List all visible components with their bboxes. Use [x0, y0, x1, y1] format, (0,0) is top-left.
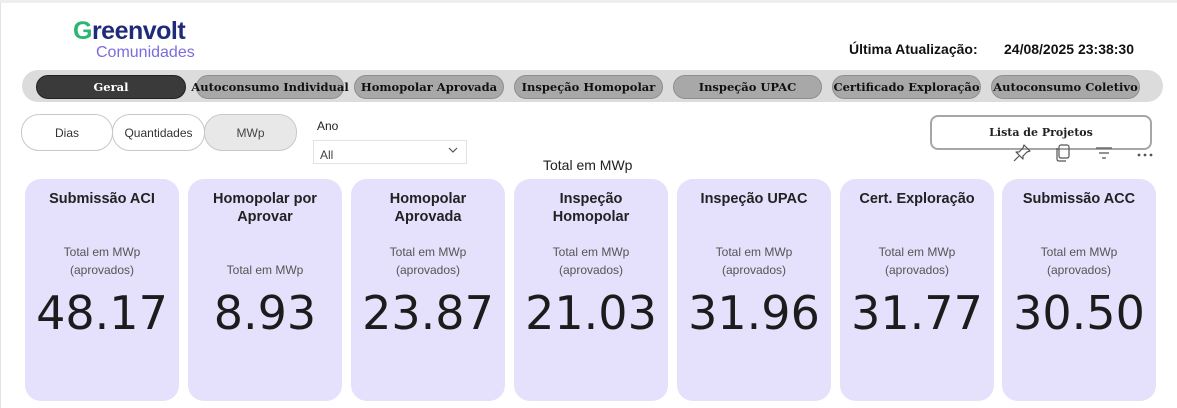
tab-inspecao-homopolar[interactable]: Inspeção Homopolar — [514, 75, 663, 99]
tab-inspecao-upac[interactable]: Inspeção UPAC — [673, 75, 822, 99]
card-subtitle-line2: (aprovados) — [884, 263, 950, 277]
section-title: Total em MWp — [543, 157, 633, 173]
card-subtitle-line1: Total em MWp — [389, 245, 467, 259]
card-value: 48.17 — [36, 286, 168, 340]
toggle-mwp[interactable]: MWp — [204, 114, 297, 151]
card-title: Submissão ACI — [49, 191, 155, 207]
tab-certificado-exploracao[interactable]: Certificado Exploração — [832, 75, 981, 99]
card-value: 21.03 — [525, 286, 657, 340]
card-subtitle-line1: Total em MWp — [715, 245, 793, 259]
card-submissao-aci: Submissão ACI Total em MWp (aprovados) 4… — [25, 179, 179, 401]
card-homopolar-aprovada: Homopolar Aprovada Total em MWp (aprovad… — [351, 179, 505, 401]
pin-icon[interactable] — [1012, 143, 1032, 163]
more-options-icon[interactable] — [1135, 143, 1155, 163]
card-inspecao-homopolar: Inspeção Homopolar Total em MWp (aprovad… — [514, 179, 668, 401]
tab-autoconsumo-coletivo[interactable]: Autoconsumo Coletivo — [991, 75, 1140, 99]
card-subtitle-line2: (aprovados) — [69, 263, 135, 277]
tab-autoconsumo-individual[interactable]: Autoconsumo Individual — [191, 75, 349, 99]
report-canvas: Greenvolt Comunidades Última Atualização… — [0, 3, 1177, 408]
card-submissao-acc: Submissão ACC Total em MWp (aprovados) 3… — [1002, 179, 1156, 401]
copy-icon[interactable] — [1053, 143, 1073, 163]
chevron-down-icon — [448, 147, 458, 153]
greenvolt-logo: Greenvolt Comunidades — [73, 17, 223, 63]
toggle-dias[interactable]: Dias — [21, 114, 113, 151]
year-filter-value: All — [320, 148, 334, 162]
project-list-button[interactable]: Lista de Projetos — [930, 115, 1152, 150]
logo-wordmark: Greenvolt — [73, 17, 186, 45]
year-filter-dropdown[interactable]: All — [313, 140, 467, 164]
card-homopolar-por-aprovar: Homopolar por Aprovar Total em MWp 8.93 — [188, 179, 342, 401]
last-update-value: 24/08/2025 23:38:30 — [1004, 41, 1134, 57]
card-inspecao-upac: Inspeção UPAC Total em MWp (aprovados) 3… — [677, 179, 831, 401]
last-update-label: Última Atualização: — [849, 41, 978, 57]
card-subtitle-line2: (aprovados) — [1046, 263, 1112, 277]
card-cert-exploracao: Cert. Exploração Total em MWp (aprovados… — [840, 179, 994, 401]
card-value: 31.96 — [688, 286, 820, 340]
toggle-quantidades[interactable]: Quantidades — [112, 114, 205, 151]
card-value: 8.93 — [213, 286, 317, 340]
card-subtitle-line1: Total em MWp — [1040, 245, 1118, 259]
card-value: 30.50 — [1013, 286, 1145, 340]
card-value: 23.87 — [362, 286, 494, 340]
card-subtitle-line1: Total em MWp — [226, 263, 304, 277]
card-subtitle-line2: (aprovados) — [721, 263, 787, 277]
card-title: Inspeção Homopolar — [552, 191, 630, 225]
card-value: 31.77 — [851, 286, 983, 340]
year-filter-label: Ano — [317, 119, 339, 133]
logo-subtitle: Comunidades — [96, 44, 195, 61]
card-subtitle-line1: Total em MWp — [552, 245, 630, 259]
card-subtitle-line1: Total em MWp — [63, 245, 141, 259]
card-title: Submissão ACC — [1022, 191, 1136, 207]
tab-geral[interactable]: Geral — [36, 75, 186, 99]
filter-icon[interactable] — [1094, 143, 1114, 163]
card-title: Homopolar por Aprovar — [213, 191, 317, 225]
card-title: Homopolar Aprovada — [389, 191, 467, 225]
tab-homopolar-aprovada[interactable]: Homopolar Aprovada — [354, 75, 504, 99]
card-subtitle-line1: Total em MWp — [878, 245, 956, 259]
card-subtitle-line2: (aprovados) — [395, 263, 461, 277]
card-subtitle-line2: (aprovados) — [558, 263, 624, 277]
card-title: Inspeção UPAC — [700, 191, 808, 207]
card-title: Cert. Exploração — [859, 191, 975, 207]
